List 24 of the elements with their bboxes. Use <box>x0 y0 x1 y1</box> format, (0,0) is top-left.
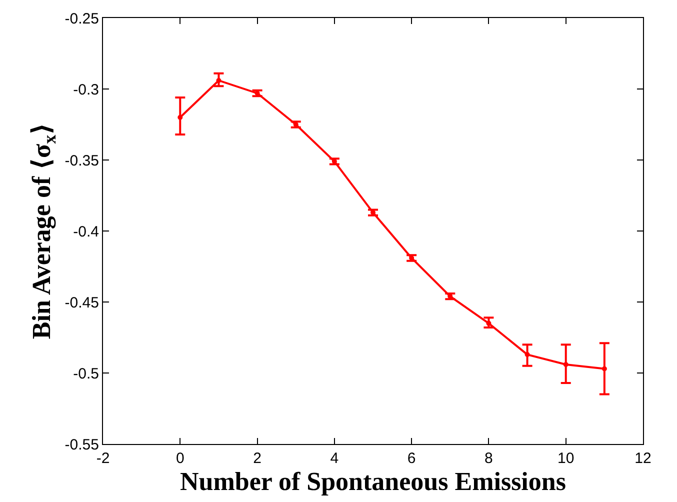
x-tick-label: 12 <box>634 450 652 467</box>
point <box>563 362 568 367</box>
y-tick-label: -0.3 <box>73 81 99 98</box>
x-tick-label: 6 <box>407 450 416 467</box>
y-tick-label: -0.35 <box>64 152 99 170</box>
point <box>293 122 298 127</box>
x-tick-label: 8 <box>484 450 493 467</box>
point <box>254 90 260 96</box>
x-tick-label: 10 <box>558 450 574 467</box>
x-axis-title: Number of Spontaneous Emissions <box>180 467 566 496</box>
x-tick-label: 4 <box>330 450 339 467</box>
y-tick-label: -0.5 <box>73 365 99 382</box>
point <box>216 78 222 83</box>
x-tick-label: 2 <box>253 450 262 467</box>
point <box>524 352 530 358</box>
y-tick-label: -0.4 <box>73 223 99 240</box>
point <box>602 366 607 372</box>
y-tick-label: -0.55 <box>64 436 99 454</box>
x-tick-label: 0 <box>176 450 184 467</box>
x-tick-label: -2 <box>96 450 110 467</box>
y-tick-label: -0.45 <box>64 294 99 312</box>
point <box>178 114 183 120</box>
y-tick-label: -0.25 <box>64 10 99 28</box>
point <box>486 320 492 326</box>
